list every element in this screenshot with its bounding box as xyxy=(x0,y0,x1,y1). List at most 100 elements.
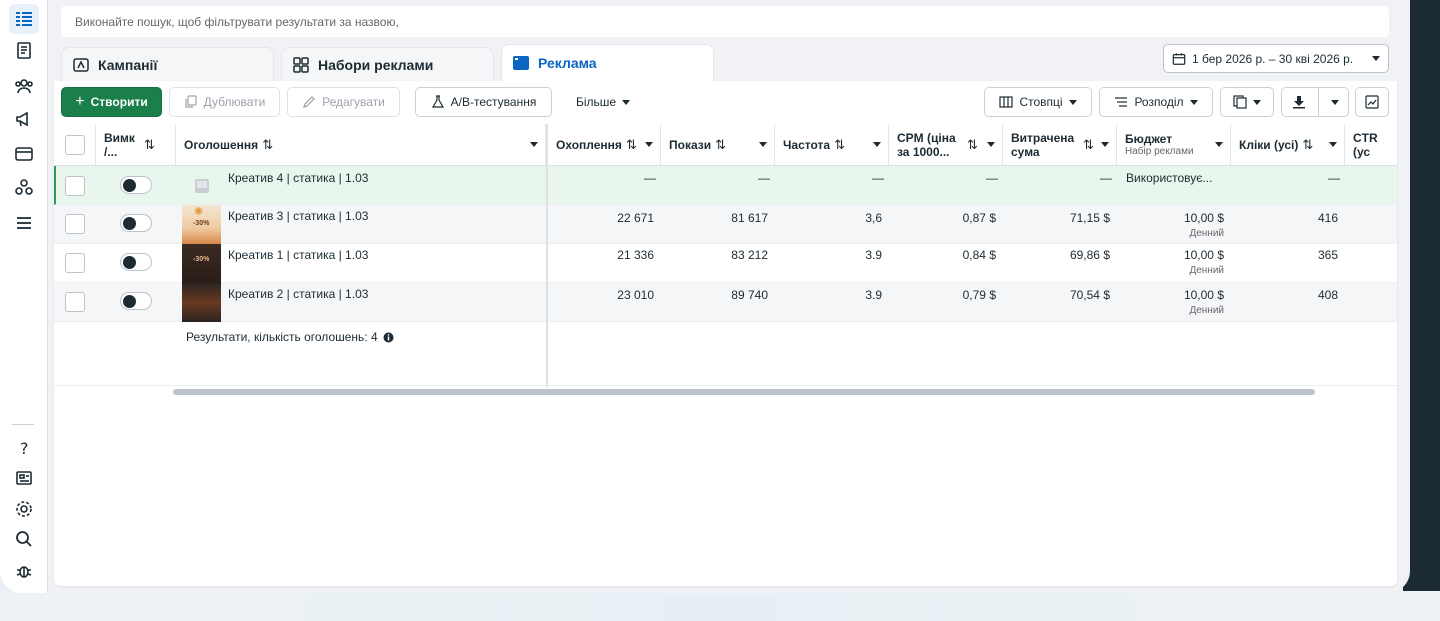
spent-value: 69,86 $ xyxy=(1069,248,1110,262)
horizontal-scrollbar[interactable] xyxy=(173,389,1315,395)
tab-campaigns[interactable]: Кампанії xyxy=(61,47,274,81)
ad-toggle[interactable] xyxy=(120,176,152,194)
results-summary: Результати, кількість оголошень: 4 xyxy=(186,330,394,344)
calendar-icon xyxy=(1172,52,1186,65)
sort-icon[interactable]: ⇅ xyxy=(715,136,727,152)
chevron-down-icon[interactable] xyxy=(987,142,995,147)
reports-dropdown[interactable] xyxy=(1220,87,1274,117)
impressions-value: 81 617 xyxy=(731,211,768,225)
header-budget-sub: Набір реклами xyxy=(1125,146,1194,157)
sort-icon[interactable]: ⇅ xyxy=(967,136,978,152)
chart-icon xyxy=(1365,95,1379,109)
header-cpm[interactable]: CPM (ціна за 1000... ⇅ xyxy=(889,124,1003,166)
export-dropdown[interactable] xyxy=(1281,87,1349,117)
help-icon[interactable]: ? xyxy=(9,433,39,463)
columns-dropdown[interactable]: Стовпці xyxy=(984,87,1092,117)
breakdown-icon xyxy=(1115,97,1128,107)
header-impressions[interactable]: Покази ⇅ xyxy=(661,124,775,166)
date-range-picker[interactable]: 1 бер 2026 р. – 30 кві 2026 р. xyxy=(1163,44,1389,73)
ad-name-link[interactable]: Креатив 3 | статика | 1.03 xyxy=(228,209,369,223)
billing-card-icon[interactable] xyxy=(9,139,39,169)
breakdown-dropdown[interactable]: Розподіл xyxy=(1099,87,1213,117)
header-frequency[interactable]: Частота ⇅ xyxy=(775,124,889,166)
tab-ad-sets-label: Набори реклами xyxy=(318,56,434,73)
chevron-down-icon[interactable] xyxy=(645,142,653,147)
ab-test-button[interactable]: A/B-тестування xyxy=(415,87,552,117)
ad-toggle[interactable] xyxy=(120,292,152,310)
megaphone-icon[interactable] xyxy=(9,104,39,134)
row-checkbox[interactable] xyxy=(65,176,85,196)
reports-icon xyxy=(1233,95,1247,109)
sort-icon[interactable]: ⇅ xyxy=(834,136,845,152)
all-tools-menu-icon[interactable] xyxy=(9,208,39,238)
budget-value: 10,00 $ xyxy=(1183,288,1224,302)
business-settings-icon[interactable] xyxy=(9,172,39,202)
more-label: Більше xyxy=(575,95,617,109)
chevron-down-icon[interactable] xyxy=(530,142,538,147)
columns-icon xyxy=(999,96,1014,108)
plus-icon: + xyxy=(75,93,85,110)
sort-icon[interactable]: ⇅ xyxy=(625,136,637,152)
sort-icon[interactable]: ⇅ xyxy=(1302,136,1314,152)
ad-name-link[interactable]: Креатив 2 | статика | 1.03 xyxy=(228,287,369,301)
header-cpm-label: CPM (ціна за 1000... xyxy=(897,130,956,159)
reach-value: 21 336 xyxy=(617,248,654,262)
impressions-value: — xyxy=(758,171,770,185)
header-reach[interactable]: Охоплення ⇅ xyxy=(548,124,661,166)
sort-icon[interactable]: ⇅ xyxy=(144,136,155,152)
row-checkbox[interactable] xyxy=(65,214,85,234)
header-spent[interactable]: Витрачена сума ⇅ xyxy=(1003,124,1117,166)
bug-report-icon[interactable] xyxy=(9,556,39,586)
table-row[interactable]: -30% Креатив 1 | статика | 1.03 21 336 8… xyxy=(54,244,1397,283)
frequency-value: — xyxy=(872,171,884,185)
ad-name-link[interactable]: Креатив 1 | статика | 1.03 xyxy=(228,248,369,262)
header-budget[interactable]: Бюджет Набір реклами xyxy=(1117,124,1231,166)
row-checkbox[interactable] xyxy=(65,292,85,312)
table-view-icon[interactable] xyxy=(9,4,39,34)
chevron-down-icon xyxy=(1068,99,1077,105)
table-row[interactable]: ✺ -30% Креатив 3 | статика | 1.03 22 671… xyxy=(54,205,1397,244)
select-all-checkbox[interactable] xyxy=(65,135,85,155)
pages-icon[interactable] xyxy=(9,36,39,66)
news-icon[interactable] xyxy=(9,463,39,493)
header-toggle[interactable]: Вимк /... ⇅ xyxy=(96,124,176,166)
frequency-value: 3.9 xyxy=(865,248,882,262)
chevron-down-icon[interactable] xyxy=(873,142,881,147)
thumbnail-discount-text: -30% xyxy=(193,220,210,227)
ad-toggle[interactable] xyxy=(120,214,152,232)
table-row[interactable]: Креатив 2 | статика | 1.03 23 010 89 740… xyxy=(54,283,1397,322)
clicks-value: 408 xyxy=(1317,288,1338,302)
header-ad-name[interactable]: Оголошення ⇅ xyxy=(176,124,546,166)
table-row[interactable]: Креатив 4 | статика | 1.03 — — — — — Вик… xyxy=(54,166,1397,205)
charts-button[interactable] xyxy=(1355,87,1389,117)
settings-gear-icon[interactable] xyxy=(9,494,39,524)
cpm-value: 0,84 $ xyxy=(962,248,996,262)
header-clicks[interactable]: Кліки (усі) ⇅ xyxy=(1231,124,1345,166)
header-frequency-label: Частота xyxy=(783,137,831,152)
chevron-down-icon[interactable] xyxy=(1101,142,1109,147)
edit-button[interactable]: Редагувати xyxy=(287,87,400,117)
create-button[interactable]: + Створити xyxy=(61,87,162,117)
budget-period: Денний xyxy=(1189,228,1224,239)
duplicate-icon xyxy=(185,95,197,108)
more-dropdown[interactable]: Більше xyxy=(563,87,643,117)
chevron-down-icon[interactable] xyxy=(1215,142,1223,147)
header-ctr[interactable]: CTR (ус xyxy=(1345,124,1397,166)
tab-ad-sets[interactable]: Набори реклами xyxy=(281,47,494,81)
search-input[interactable]: Виконайте пошук, щоб фільтрувати результ… xyxy=(61,6,1389,37)
sort-icon[interactable]: ⇅ xyxy=(1083,136,1094,152)
chevron-down-icon[interactable] xyxy=(1329,142,1337,147)
ad-toggle[interactable] xyxy=(120,253,152,271)
chevron-down-icon xyxy=(1372,56,1380,61)
chevron-down-icon[interactable] xyxy=(759,142,767,147)
search-icon[interactable] xyxy=(9,524,39,554)
ad-name-link[interactable]: Креатив 4 | статика | 1.03 xyxy=(228,171,369,185)
duplicate-button[interactable]: Дублювати xyxy=(169,87,280,117)
info-icon[interactable] xyxy=(383,332,394,343)
tab-ads[interactable]: Реклама xyxy=(501,44,714,81)
sort-icon[interactable]: ⇅ xyxy=(262,136,274,152)
audiences-icon[interactable] xyxy=(9,71,39,101)
row-checkbox[interactable] xyxy=(65,253,85,273)
header-clicks-label: Кліки (усі) xyxy=(1239,137,1299,152)
spent-value: 70,54 $ xyxy=(1069,288,1110,302)
